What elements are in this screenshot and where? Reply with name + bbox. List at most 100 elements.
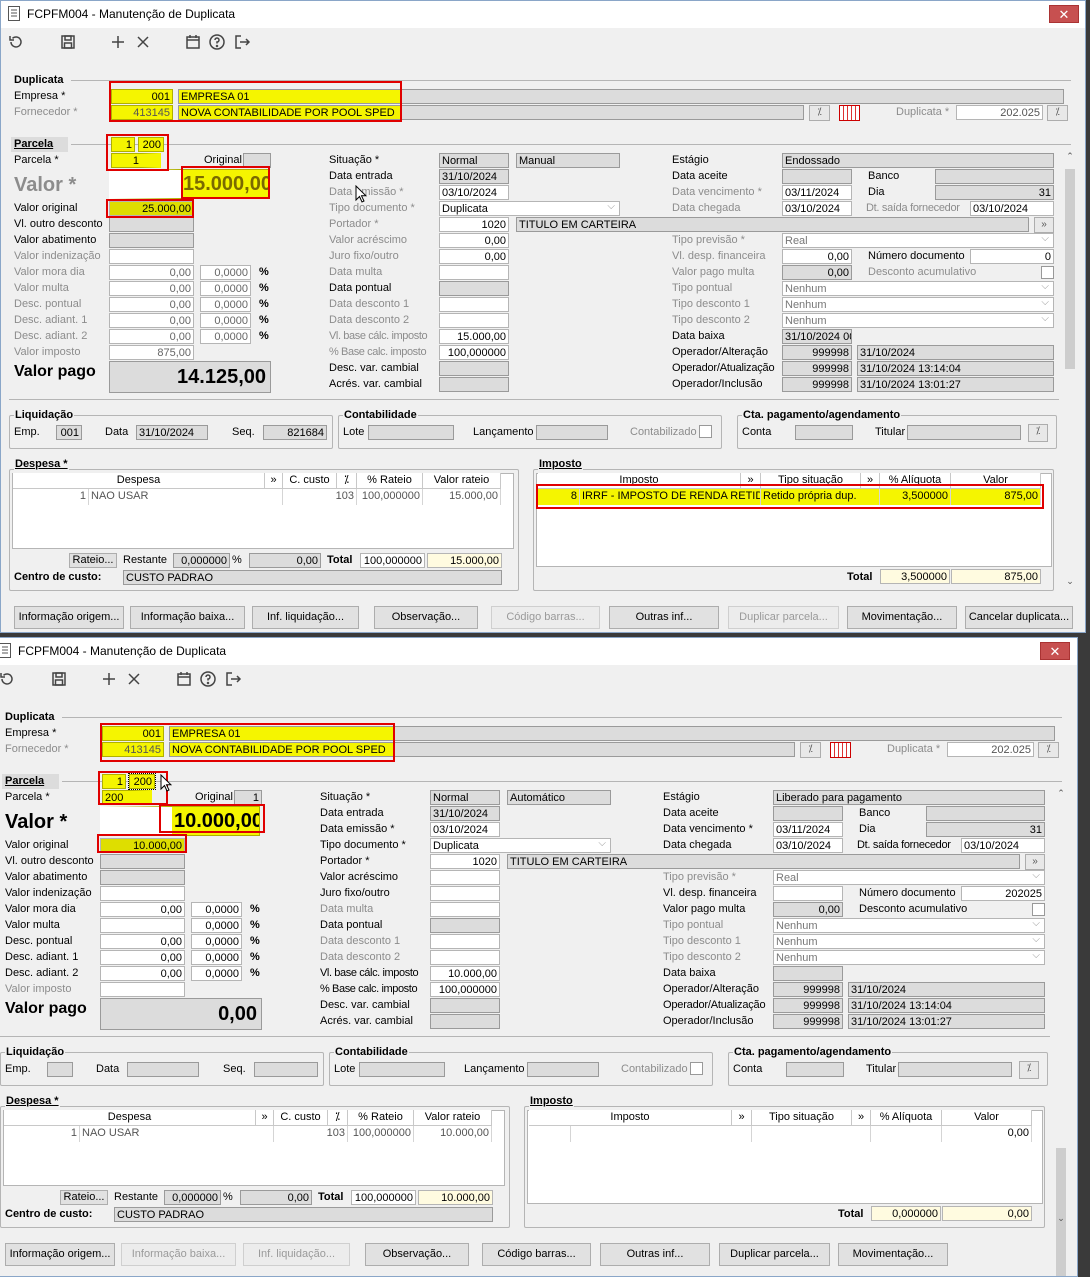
field-tipo-desc2[interactable]: Nenhum xyxy=(773,950,1045,965)
field-fornecedor-code[interactable]: 413145 xyxy=(102,742,164,757)
imposto-row-valor[interactable]: 0,00 xyxy=(942,1126,1032,1142)
field-total-rateio[interactable]: 100,000000 xyxy=(360,553,425,568)
field-fornecedor-name[interactable]: NOVA CONTABILIDADE POR POOL SPED xyxy=(178,105,804,120)
despesa-column-header[interactable]: % Rateio xyxy=(357,473,423,489)
field-op-inc-date[interactable]: 31/10/2024 13:01:27 xyxy=(857,377,1054,392)
field-lancamento[interactable] xyxy=(527,1062,599,1077)
imposto-row-valor[interactable]: 875,00 xyxy=(951,489,1041,505)
field-dt-saida[interactable]: 03/10/2024 xyxy=(961,838,1045,853)
field-juro[interactable] xyxy=(430,886,500,901)
action-button[interactable]: Informação origem... xyxy=(14,606,124,629)
field-banco[interactable] xyxy=(935,169,1054,184)
help-icon[interactable] xyxy=(199,670,219,690)
field-dia[interactable]: 31 xyxy=(926,822,1045,837)
despesa-column-header[interactable]: C. custo xyxy=(274,1110,328,1126)
field-banco[interactable] xyxy=(926,806,1045,821)
field-desc-var[interactable] xyxy=(430,998,500,1013)
contabilizado-checkbox[interactable] xyxy=(699,425,712,438)
field-parcela[interactable]: 1 xyxy=(111,153,161,168)
action-button[interactable]: Inf. liquidação... xyxy=(252,606,359,629)
action-button[interactable]: Observação... xyxy=(374,606,478,629)
save-icon[interactable] xyxy=(59,33,79,53)
field-data-baixa[interactable] xyxy=(773,966,843,981)
field-conta[interactable] xyxy=(786,1062,844,1077)
field-desc-adiant1[interactable]: 0,00 xyxy=(109,313,194,328)
delete-icon[interactable] xyxy=(134,33,154,53)
imposto-column-header[interactable]: » xyxy=(861,473,880,489)
field-data-pontual[interactable] xyxy=(430,918,500,933)
imposto-column-header[interactable]: » xyxy=(852,1110,871,1126)
field-portador-name[interactable]: TITULO EM CARTEIRA xyxy=(507,854,1020,869)
imposto-row-aliquota[interactable] xyxy=(871,1126,942,1142)
field-total-valor[interactable]: 15.000,00 xyxy=(427,553,502,568)
imposto-column-header[interactable]: » xyxy=(741,473,761,489)
field-imposto-total-valor[interactable]: 0,00 xyxy=(942,1206,1032,1221)
field-total-valor[interactable]: 10.000,00 xyxy=(418,1190,493,1205)
field-desc-adiant1-pct[interactable]: 0,0000 xyxy=(200,313,251,328)
field-data-baixa[interactable]: 31/10/2024 00 xyxy=(782,329,852,344)
field-centro-custo[interactable]: CUSTO PADRAO xyxy=(114,1207,493,1222)
field-tipo-documento[interactable]: Duplicata xyxy=(430,838,611,853)
despesa-column-header[interactable]: ⁒ xyxy=(337,473,357,489)
field-restante-val[interactable]: 0,00 xyxy=(249,553,321,568)
action-button[interactable]: Cancelar duplicata... xyxy=(965,606,1073,629)
imposto-column-header[interactable]: Imposto xyxy=(529,1110,732,1126)
field-desc-adiant1[interactable]: 0,00 xyxy=(100,950,185,965)
field-op-alt-code[interactable]: 999998 xyxy=(773,982,843,997)
field-desc-pontual[interactable]: 0,00 xyxy=(109,297,194,312)
field-op-inc-code[interactable]: 999998 xyxy=(782,377,852,392)
field-empresa-name[interactable]: EMPRESA 01 xyxy=(169,726,1055,741)
despesa-row-ccusto[interactable]: 103 xyxy=(274,1126,348,1142)
fornecedor-calendar-icon[interactable] xyxy=(830,742,851,758)
despesa-row-ccusto[interactable]: 103 xyxy=(283,489,357,505)
despesa-column-header[interactable]: ⁒ xyxy=(328,1110,348,1126)
imposto-row-name[interactable] xyxy=(571,1126,752,1142)
field-lancamento[interactable] xyxy=(536,425,608,440)
exit-icon[interactable] xyxy=(233,33,253,53)
field-vl-base[interactable]: 15.000,00 xyxy=(439,329,509,344)
field-op-atu-date[interactable]: 31/10/2024 13:14:04 xyxy=(848,998,1045,1013)
despesa-column-header[interactable]: » xyxy=(265,473,283,489)
action-button[interactable]: Outras inf... xyxy=(609,606,719,629)
imposto-row-situacao[interactable] xyxy=(752,1126,871,1142)
titular-search-button[interactable]: ⁒ xyxy=(1028,424,1048,442)
field-empresa-code[interactable]: 001 xyxy=(102,726,164,741)
field-mora-pct[interactable]: 0,0000 xyxy=(191,902,242,917)
field-valor-imposto[interactable]: 875,00 xyxy=(109,345,194,360)
field-portador-code[interactable]: 1020 xyxy=(430,854,500,869)
despesa-row-rateio[interactable]: 100,000000 xyxy=(348,1126,414,1142)
field-original[interactable] xyxy=(243,153,271,168)
field-valor-pago-multa[interactable]: 0,00 xyxy=(782,265,852,280)
add-icon[interactable] xyxy=(100,670,120,690)
despesa-column-header[interactable]: Valor rateio xyxy=(414,1110,492,1126)
field-data-chegada[interactable]: 03/10/2024 xyxy=(782,201,852,216)
field-multa[interactable] xyxy=(100,918,185,933)
field-op-inc-code[interactable]: 999998 xyxy=(773,1014,843,1029)
imposto-row-num[interactable] xyxy=(529,1126,571,1142)
field-parcela-atual[interactable]: 1 xyxy=(111,137,135,152)
field-lote[interactable] xyxy=(359,1062,445,1077)
field-parcela-total[interactable]: 200 xyxy=(138,137,164,152)
field-acres-var[interactable] xyxy=(439,377,509,392)
field-data-pontual[interactable] xyxy=(439,281,509,296)
field-vl-base[interactable]: 10.000,00 xyxy=(430,966,500,981)
despesa-row-num[interactable]: 1 xyxy=(4,1126,80,1142)
field-numero-documento[interactable]: 202025 xyxy=(961,886,1045,901)
field-restante-pct[interactable]: 0,000000 xyxy=(164,1190,221,1205)
imposto-column-header[interactable]: » xyxy=(732,1110,752,1126)
field-imposto-total-pct[interactable]: 0,000000 xyxy=(871,1206,941,1221)
field-valor-acrescimo[interactable]: 0,00 xyxy=(439,233,509,248)
field-parcela-atual[interactable]: 1 xyxy=(102,774,126,789)
field-tipo-pontual[interactable]: Nenhum xyxy=(782,281,1054,296)
vertical-scrollbar[interactable]: ⌃ ⌄ xyxy=(1063,151,1077,587)
vertical-scrollbar[interactable]: ⌃ ⌄ xyxy=(1054,788,1068,1276)
field-fornecedor-name[interactable]: NOVA CONTABILIDADE POR POOL SPED xyxy=(169,742,795,757)
field-data-desconto1[interactable] xyxy=(430,934,500,949)
save-icon[interactable] xyxy=(50,670,70,690)
action-button[interactable]: Informação origem... xyxy=(5,1243,115,1266)
field-desc-adiant2-pct[interactable]: 0,0000 xyxy=(191,966,242,981)
close-button[interactable]: ✕ xyxy=(1049,5,1079,23)
field-vl-outro-desconto[interactable] xyxy=(109,217,194,232)
field-empresa-code[interactable]: 001 xyxy=(111,89,173,104)
imposto-column-header[interactable]: Valor xyxy=(951,473,1041,489)
